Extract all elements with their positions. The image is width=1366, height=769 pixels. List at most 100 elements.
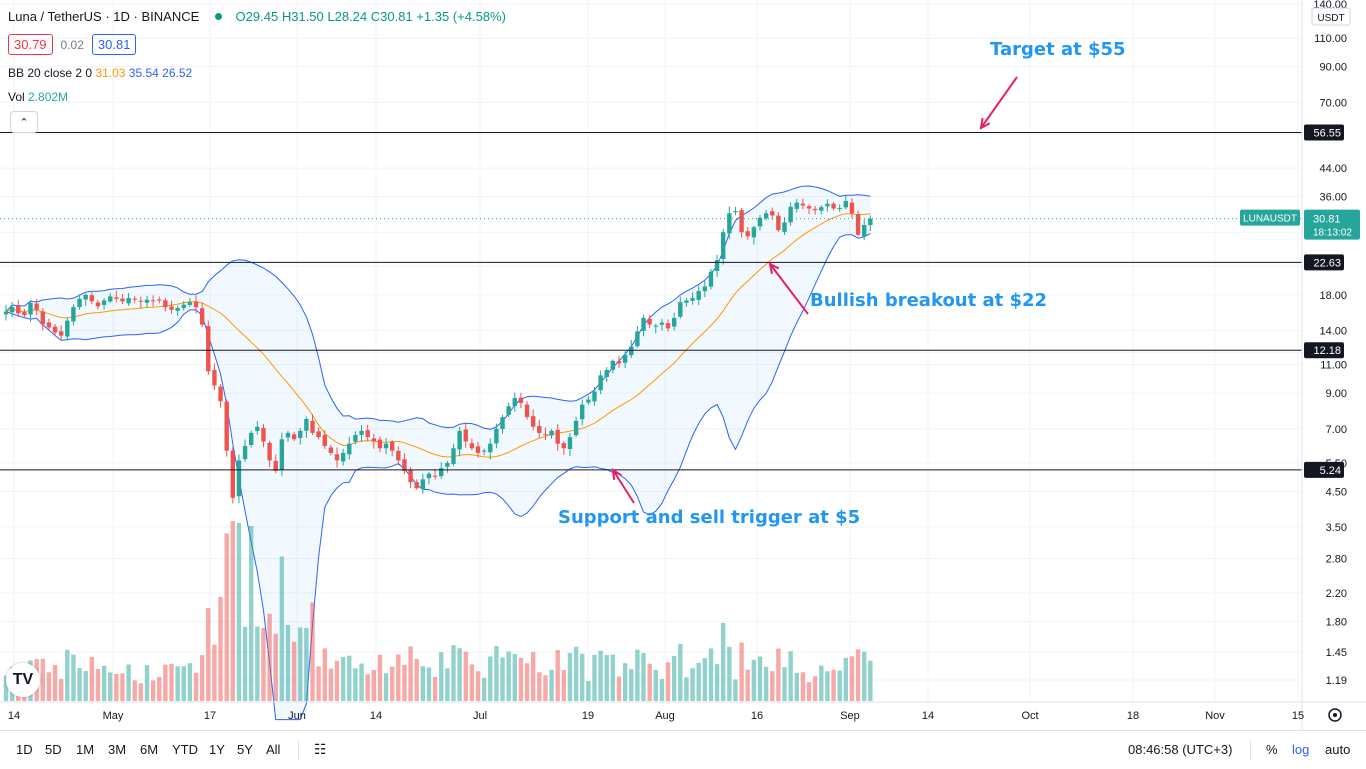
volume-bar: [494, 646, 499, 701]
volume-bar: [567, 652, 573, 701]
candle-body: [837, 208, 842, 210]
candle-body: [383, 443, 389, 449]
candle: [58, 325, 64, 341]
candle-body: [3, 311, 9, 315]
volume-bar: [193, 672, 199, 701]
tradingview-logo[interactable]: TV: [6, 663, 40, 697]
volume-bar: [469, 664, 475, 701]
candle: [739, 208, 744, 238]
candle: [224, 399, 229, 457]
candle: [89, 291, 95, 305]
candle: [34, 299, 39, 316]
candle: [402, 453, 407, 475]
candle-body: [291, 434, 297, 440]
volume-bar: [475, 671, 481, 701]
range-ytd[interactable]: YTD: [172, 742, 198, 757]
auto-toggle[interactable]: auto: [1325, 742, 1351, 757]
price-axis[interactable]: 140.00110.0090.0070.0044.0036.0028.0018.…: [1240, 0, 1366, 730]
gear-hub: [1333, 713, 1337, 717]
candle-body: [512, 397, 517, 407]
candle-body: [304, 418, 309, 431]
range-1y[interactable]: 1Y: [209, 742, 225, 757]
candle: [150, 295, 156, 307]
log-toggle[interactable]: log: [1292, 742, 1310, 757]
volume-bar: [800, 672, 806, 701]
volume-legend[interactable]: Vol 2.802M: [8, 90, 68, 104]
candle: [414, 479, 419, 490]
level-tag-label: 12.18: [1313, 345, 1341, 357]
vol-label: Vol: [8, 90, 25, 104]
candle-body: [598, 375, 603, 391]
volume-bar: [175, 666, 180, 701]
market-status-dot-icon: [214, 13, 222, 20]
bb-legend[interactable]: BB 20 close 2 0 31.03 35.54 26.52: [8, 66, 192, 80]
collapse-legend-button[interactable]: ⌃: [10, 111, 38, 133]
candle-body: [408, 469, 413, 483]
candle: [22, 308, 27, 318]
candle-body: [402, 459, 407, 471]
candle-body: [561, 443, 567, 449]
ohlc-close: C30.81: [370, 9, 413, 24]
candle-body: [65, 320, 70, 337]
candle-body: [71, 307, 76, 322]
candle-body: [187, 302, 193, 305]
range-5d[interactable]: 5D: [45, 742, 62, 757]
ask-price[interactable]: 30.81: [91, 34, 137, 55]
volume-bar: [365, 674, 370, 701]
volume-bar: [181, 666, 186, 701]
range-all[interactable]: All: [266, 742, 281, 757]
percent-toggle[interactable]: %: [1266, 742, 1278, 757]
candle: [671, 312, 677, 331]
ohlc-low: L28.24: [327, 9, 368, 24]
candle-body: [46, 322, 52, 328]
volume-bar: [555, 650, 560, 701]
price-tick: 3.50: [1326, 522, 1347, 534]
volume-bar: [481, 677, 487, 701]
candle: [708, 268, 714, 290]
interval[interactable]: 1D: [113, 9, 130, 24]
range-5y[interactable]: 5Y: [237, 742, 253, 757]
goto-date-icon[interactable]: ☷: [314, 741, 327, 757]
volume-bar: [592, 654, 597, 701]
candle-body: [469, 443, 475, 449]
range-1d[interactable]: 1D: [16, 742, 33, 757]
candle: [812, 205, 818, 215]
volume-bar: [187, 663, 193, 701]
time-axis[interactable]: 14 May 17 Jun 14 Jul 19 Aug 16 Sep 14 Oct 18 Nov 15: [0, 701, 1366, 722]
candle: [285, 430, 291, 442]
volume-bar: [702, 658, 708, 701]
volume-bar: [518, 657, 524, 701]
candle-body: [371, 438, 376, 442]
symbol-tag: [1240, 209, 1300, 226]
volume-bar: [218, 596, 223, 701]
candle: [549, 428, 554, 439]
candle-body: [488, 443, 493, 453]
candle-body: [279, 439, 285, 470]
volume-bar: [678, 643, 683, 701]
volume-bars: [3, 521, 873, 701]
time-tick: 14: [370, 710, 382, 722]
range-3m[interactable]: 3M: [108, 742, 127, 757]
annotation-support: Support and sell trigger at $5: [558, 507, 860, 528]
volume-bar: [580, 653, 585, 701]
volume-bar: [144, 665, 150, 701]
clock[interactable]: 08:46:58 (UTC+3): [1128, 742, 1233, 757]
volume-bar: [328, 668, 334, 701]
symbol-name[interactable]: Luna / TetherUS: [8, 9, 102, 24]
range-1m[interactable]: 1M: [76, 742, 95, 757]
range-6m[interactable]: 6M: [140, 742, 159, 757]
time-tick: 15: [1292, 710, 1304, 722]
level-tag-label: 5.24: [1320, 465, 1341, 477]
bid-price[interactable]: 30.79: [8, 34, 53, 55]
candle-body: [224, 401, 229, 451]
candle: [530, 409, 536, 431]
volume-bar: [261, 627, 266, 701]
volume-bar: [52, 665, 58, 701]
vol-value: 2.802M: [28, 90, 69, 104]
volume-bar: [622, 663, 628, 701]
candle: [353, 431, 358, 445]
candle: [65, 317, 70, 341]
candle-body: [580, 404, 585, 420]
candle-body: [9, 307, 15, 313]
